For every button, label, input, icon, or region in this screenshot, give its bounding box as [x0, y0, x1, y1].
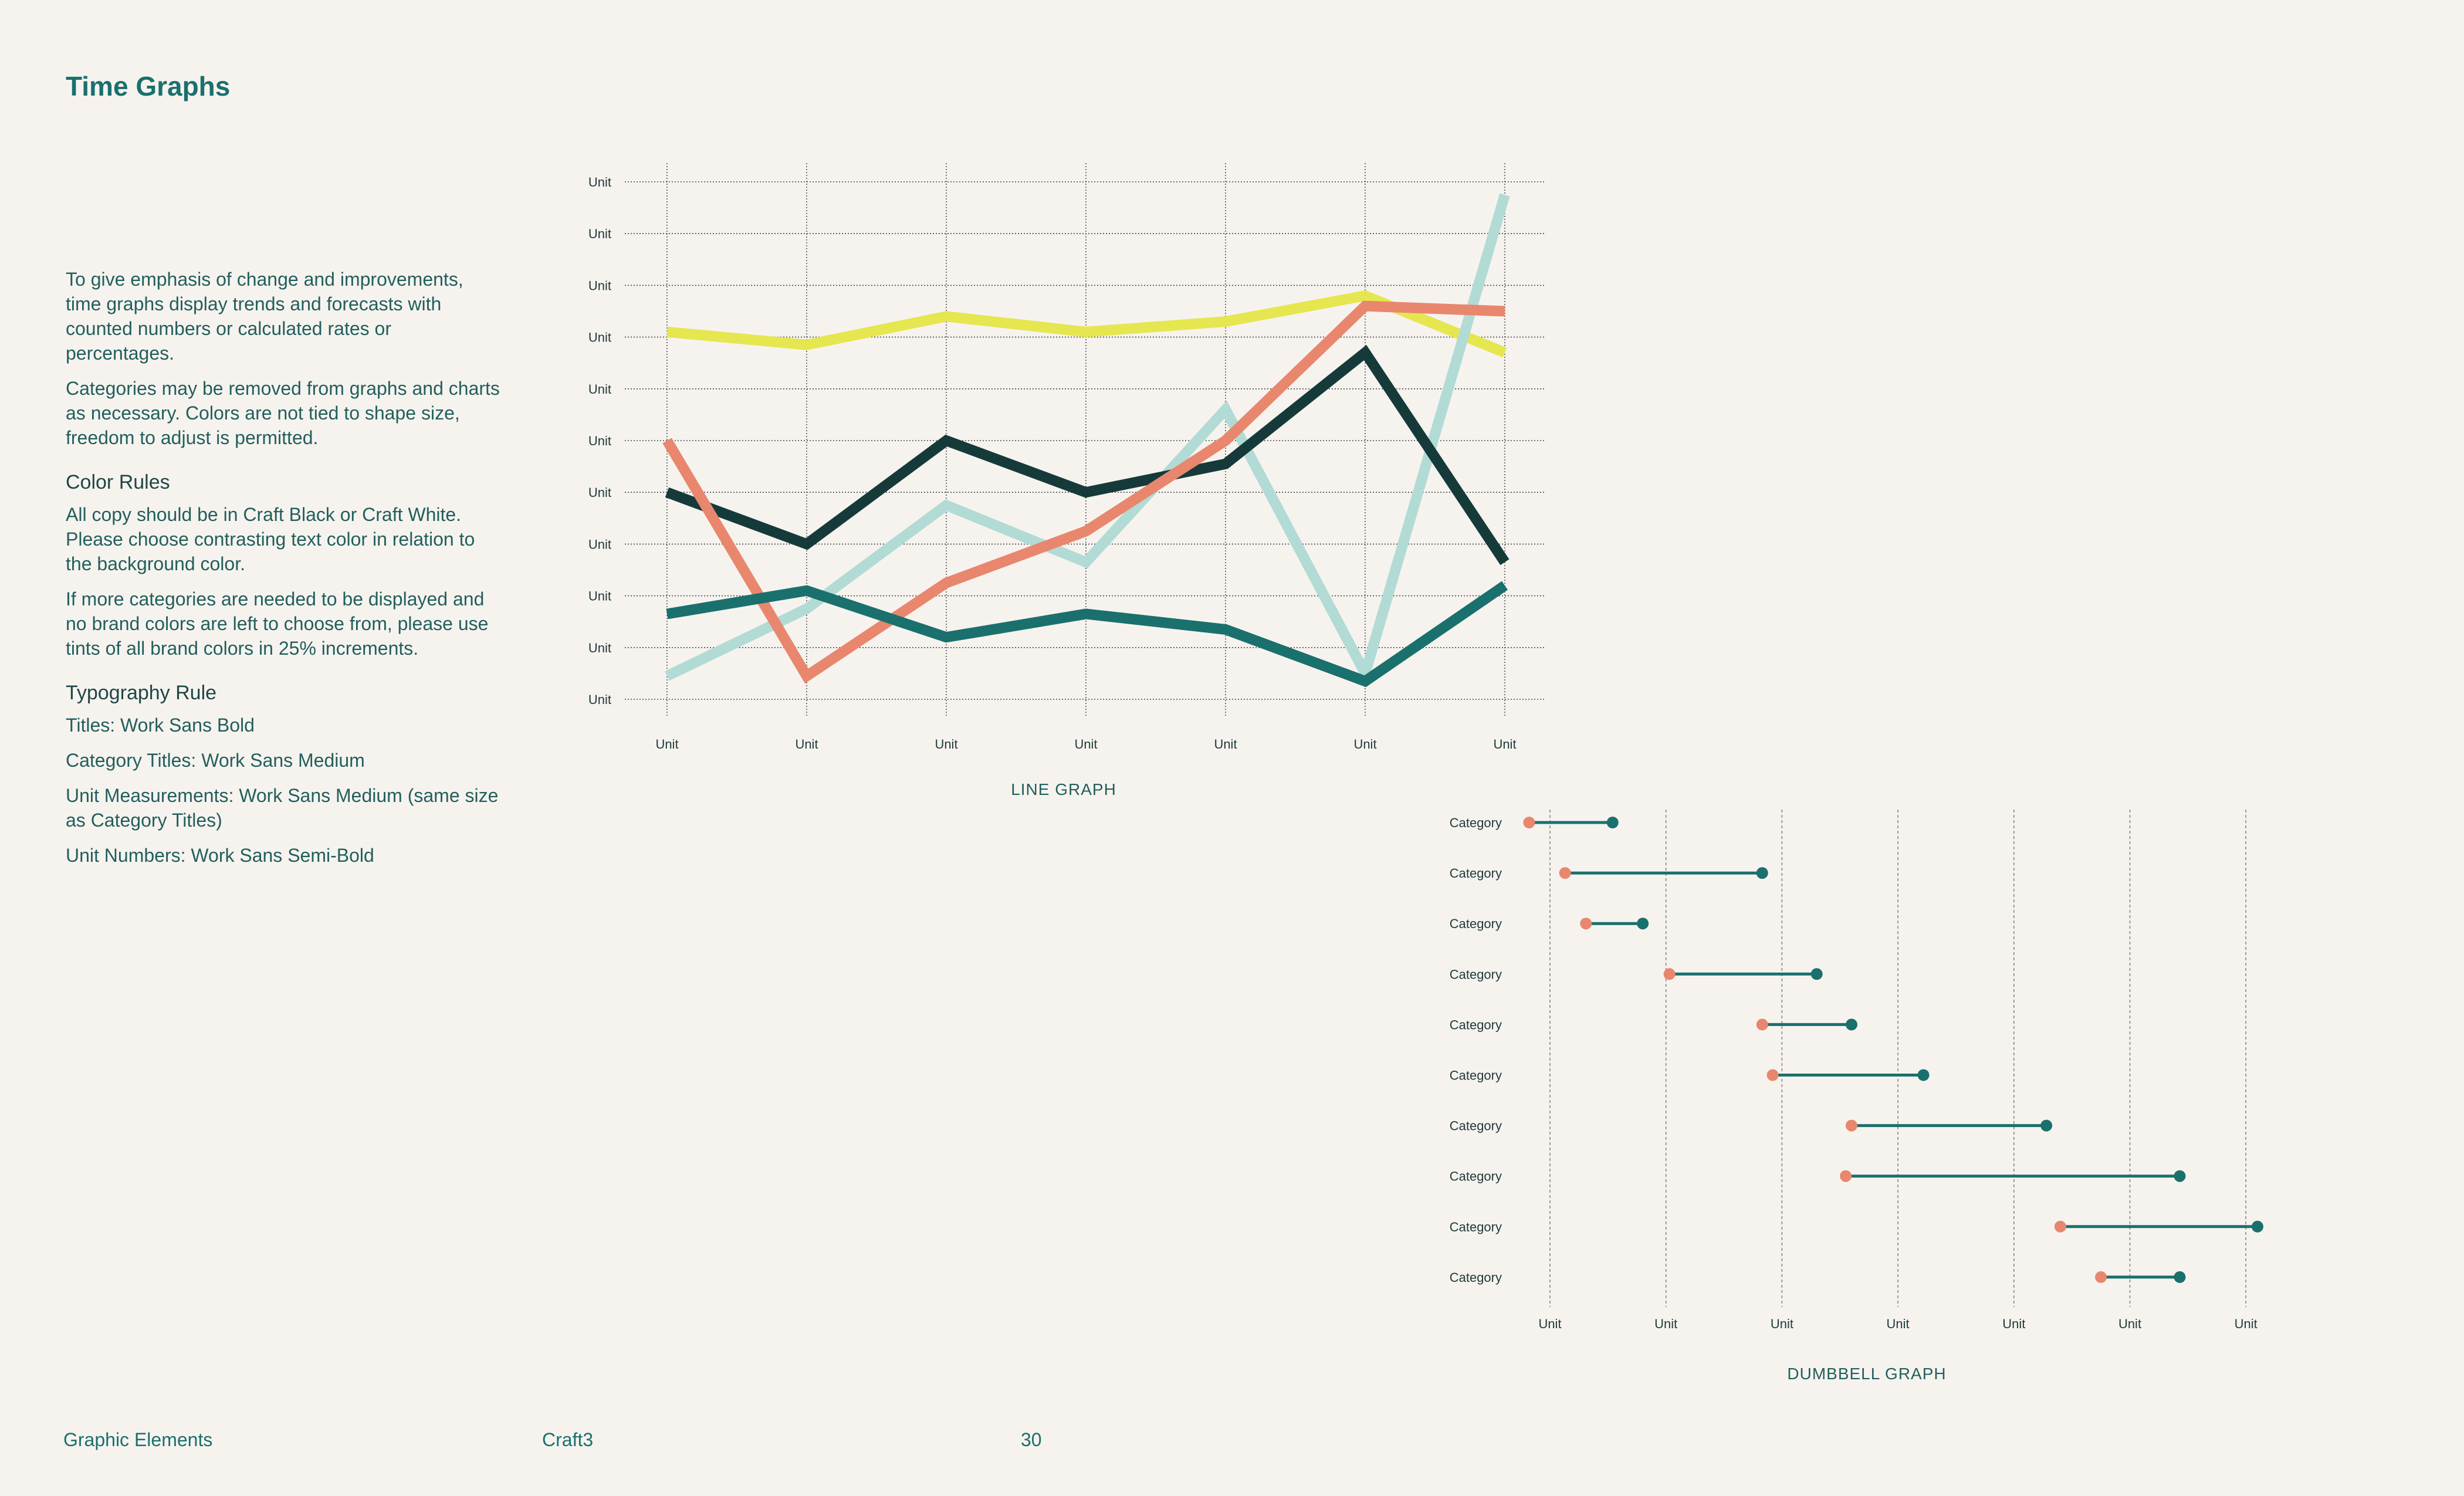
dumbbell-start-dot [1756, 1018, 1768, 1031]
color-rules-paragraph: All copy should be in Craft Black or Cra… [66, 504, 475, 574]
dumbbell-start-dot [2054, 1220, 2066, 1233]
dumbbell-end-dot [2174, 1170, 2186, 1182]
dumbbell-category-label: Category [1450, 866, 1502, 881]
color-rules-heading: Color Rules [66, 471, 170, 493]
line-series-1 [666, 290, 1507, 358]
typography-item: Unit Numbers: Work Sans Semi-Bold [66, 845, 374, 866]
intro-paragraph: To give emphasis of change and improveme… [66, 269, 463, 364]
x-tick-label: Unit [1074, 737, 1097, 752]
dumbbell-end-dot [1917, 1069, 1930, 1081]
dumbbell-x-tick-label: Unit [2002, 1316, 2025, 1331]
line-series-5 [666, 581, 1508, 688]
y-tick-label: Unit [588, 692, 611, 707]
typography-item: Category Titles: Work Sans Medium [66, 750, 365, 771]
y-tick-label: Unit [588, 537, 611, 551]
dumbbell-start-dot [1559, 867, 1571, 879]
x-tick-label: Unit [935, 737, 957, 752]
dumbbell-category-label: Category [1450, 967, 1502, 981]
y-tick-label: Unit [588, 330, 611, 345]
dumbbell-category-label: Category [1450, 916, 1502, 931]
y-tick-label: Unit [588, 278, 611, 293]
x-tick-label: Unit [795, 737, 818, 752]
page-title: Time Graphs [66, 71, 231, 101]
dumbbell-x-tick-label: Unit [1887, 1316, 1910, 1331]
dumbbell-end-dot [1637, 918, 1649, 930]
dumbbell-category-label: Category [1450, 1068, 1502, 1083]
y-tick-label: Unit [588, 226, 611, 241]
dumbbell-category-label: Category [1450, 1270, 1502, 1285]
y-tick-label: Unit [588, 589, 611, 604]
dumbbell-x-tick-label: Unit [2235, 1316, 2257, 1331]
dumbbell-start-dot [1523, 817, 1535, 828]
dumbbell-category-label: Category [1450, 815, 1502, 830]
y-tick-label: Unit [588, 434, 611, 448]
dumbbell-category-label: Category [1450, 1220, 1502, 1234]
x-tick-label: Unit [1353, 737, 1376, 752]
footer-section: Graphic Elements [63, 1429, 213, 1450]
line-series-2 [665, 193, 1510, 688]
dumbbell-x-tick-label: Unit [1771, 1316, 1793, 1331]
dumbbell-category-label: Category [1450, 1017, 1502, 1032]
dumbbell-end-dot [1606, 817, 1619, 828]
x-tick-label: Unit [1214, 737, 1237, 752]
dumbbell-end-dot [2040, 1119, 2053, 1132]
line-series-3 [665, 344, 1509, 566]
description-panel: To give emphasis of change and improveme… [66, 267, 500, 878]
dumbbell-category-label: Category [1450, 1169, 1502, 1184]
intro-paragraph: Categories may be removed from graphs an… [66, 378, 500, 448]
dumbbell-end-dot [2174, 1271, 2186, 1283]
line-series-4 [662, 300, 1505, 684]
footer-brand: Craft3 [542, 1429, 594, 1450]
typography-heading: Typography Rule [66, 682, 217, 704]
dumbbell-start-dot [1846, 1119, 1858, 1132]
typography-item: Unit Measurements: Work Sans Medium (sam… [66, 785, 499, 831]
dumbbell-graph-title: DUMBBELL GRAPH [1787, 1365, 1946, 1383]
dumbbell-start-dot [1766, 1069, 1779, 1081]
dumbbell-start-dot [2095, 1271, 2107, 1283]
dumbbell-category-label: Category [1450, 1119, 1502, 1133]
y-tick-label: Unit [588, 641, 611, 655]
line-graph: Unit Unit Unit Unit Unit Unit Unit Unit Unit Unit… [588, 163, 1544, 752]
y-tick-label: Unit [588, 175, 611, 189]
dumbbell-x-tick-label: Unit [1654, 1316, 1677, 1331]
dumbbell-end-dot [2251, 1220, 2263, 1233]
dumbbell-end-dot [1756, 867, 1768, 879]
x-tick-label: Unit [1493, 737, 1516, 752]
dumbbell-x-tick-label: Unit [2118, 1316, 2141, 1331]
y-tick-label: Unit [588, 485, 611, 500]
footer-page-number: 30 [1021, 1429, 1042, 1450]
color-rules-paragraph: If more categories are needed to be disp… [66, 588, 489, 659]
dumbbell-graph: Unit Unit Unit Unit Unit Unit Unit Category Cate… [1450, 810, 2263, 1331]
dumbbell-end-dot [1810, 968, 1823, 980]
dumbbell-end-dot [1846, 1018, 1858, 1031]
y-tick-label: Unit [588, 382, 611, 397]
x-tick-label: Unit [655, 737, 678, 752]
dumbbell-start-dot [1580, 918, 1592, 930]
dumbbell-start-dot [1663, 968, 1676, 980]
line-graph-title: LINE GRAPH [1011, 780, 1116, 798]
typography-item: Titles: Work Sans Bold [66, 715, 255, 736]
dumbbell-start-dot [1840, 1170, 1852, 1182]
dumbbell-x-tick-label: Unit [1538, 1316, 1561, 1331]
